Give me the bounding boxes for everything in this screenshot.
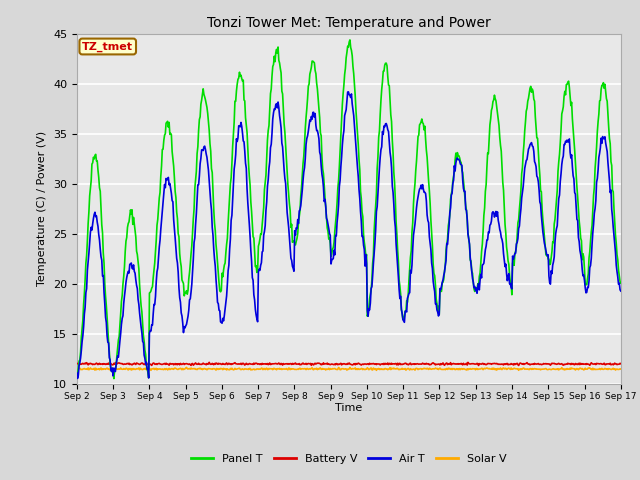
Text: TZ_tmet: TZ_tmet — [82, 41, 133, 52]
Solar V — [195, 366, 202, 372]
Legend: Panel T, Battery V, Air T, Solar V: Panel T, Battery V, Air T, Solar V — [186, 449, 511, 468]
Air T — [223, 281, 231, 287]
Panel T — [417, 121, 424, 127]
Panel T — [140, 333, 147, 338]
Air T — [140, 340, 147, 346]
Line: Panel T: Panel T — [77, 40, 621, 379]
Panel T — [83, 252, 90, 258]
Battery V — [431, 362, 439, 368]
Line: Battery V: Battery V — [77, 362, 621, 365]
Solar V — [83, 366, 90, 372]
Air T — [417, 185, 424, 191]
Battery V — [83, 360, 90, 366]
Solar V — [372, 367, 380, 373]
Solar V — [433, 366, 440, 372]
Line: Solar V: Solar V — [77, 367, 621, 370]
Y-axis label: Temperature (C) / Power (V): Temperature (C) / Power (V) — [37, 131, 47, 287]
Solar V — [139, 367, 147, 372]
Battery V — [205, 360, 213, 365]
Panel T — [617, 280, 625, 286]
Battery V — [139, 360, 147, 366]
Solar V — [73, 367, 81, 372]
Air T — [344, 89, 352, 95]
Battery V — [515, 362, 522, 368]
Battery V — [73, 361, 81, 367]
Line: Air T: Air T — [77, 92, 621, 378]
Panel T — [195, 128, 202, 133]
Air T — [195, 182, 202, 188]
Solar V — [417, 366, 424, 372]
Panel T — [346, 37, 354, 43]
Air T — [73, 370, 81, 376]
Air T — [617, 288, 625, 294]
Panel T — [110, 376, 118, 382]
Air T — [74, 375, 81, 381]
Solar V — [182, 364, 190, 370]
Battery V — [223, 361, 231, 367]
Solar V — [617, 366, 625, 372]
Battery V — [194, 361, 202, 367]
Battery V — [416, 361, 424, 367]
Panel T — [433, 296, 440, 302]
Air T — [433, 301, 440, 307]
Panel T — [223, 235, 231, 241]
Title: Tonzi Tower Met: Temperature and Power: Tonzi Tower Met: Temperature and Power — [207, 16, 491, 30]
Battery V — [617, 361, 625, 367]
X-axis label: Time: Time — [335, 403, 362, 413]
Panel T — [73, 370, 81, 375]
Air T — [84, 267, 92, 273]
Solar V — [223, 366, 231, 372]
